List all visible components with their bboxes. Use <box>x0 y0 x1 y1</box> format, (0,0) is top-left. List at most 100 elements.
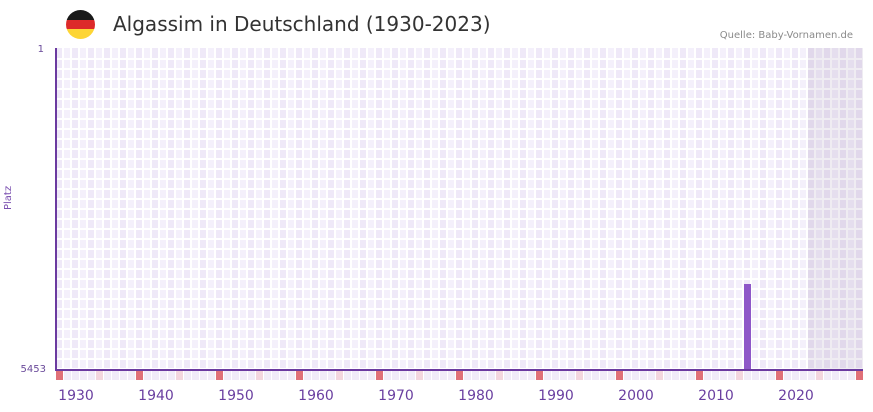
grid-row <box>56 258 863 260</box>
year-marker <box>136 371 143 380</box>
year-marker <box>240 371 247 380</box>
year-marker <box>256 371 263 380</box>
year-marker <box>856 371 863 380</box>
year-marker <box>432 371 439 380</box>
grid-row <box>56 128 863 130</box>
year-marker <box>624 371 631 380</box>
year-marker <box>784 371 791 380</box>
year-marker <box>360 371 367 380</box>
x-tick-label: 1960 <box>298 388 334 404</box>
x-tick-label: 1980 <box>458 388 494 404</box>
x-tick-label: 2000 <box>618 388 654 404</box>
year-marker <box>448 371 455 380</box>
year-marker <box>664 371 671 380</box>
year-marker <box>128 371 135 380</box>
data-bar[interactable] <box>744 284 751 370</box>
year-marker <box>376 371 383 380</box>
year-marker <box>88 371 95 380</box>
year-marker <box>672 371 679 380</box>
x-tick-label: 1970 <box>378 388 414 404</box>
grid-row <box>56 238 863 240</box>
year-marker <box>840 371 847 380</box>
grid-row <box>56 338 863 340</box>
year-marker <box>832 371 839 380</box>
shaded-region <box>808 48 863 370</box>
year-marker <box>392 371 399 380</box>
year-marker <box>424 371 431 380</box>
grid-row <box>56 298 863 300</box>
year-marker <box>576 371 583 380</box>
grid-row <box>56 138 863 140</box>
year-marker <box>320 371 327 380</box>
year-marker <box>464 371 471 380</box>
year-marker <box>368 371 375 380</box>
grid-row <box>56 58 863 60</box>
grid-row <box>56 218 863 220</box>
year-marker <box>264 371 271 380</box>
year-marker <box>104 371 111 380</box>
year-marker <box>56 371 63 380</box>
year-marker <box>296 371 303 380</box>
year-marker <box>208 371 215 380</box>
grid-row <box>56 168 863 170</box>
grid-row <box>56 68 863 70</box>
year-marker <box>616 371 623 380</box>
year-marker <box>304 371 311 380</box>
year-marker <box>216 371 223 380</box>
grid-row <box>56 178 863 180</box>
year-marker <box>688 371 695 380</box>
year-marker <box>72 371 79 380</box>
year-marker <box>640 371 647 380</box>
year-marker <box>160 371 167 380</box>
year-marker <box>472 371 479 380</box>
grid-row <box>56 148 863 150</box>
year-marker <box>416 371 423 380</box>
year-marker <box>280 371 287 380</box>
year-marker <box>848 371 855 380</box>
year-marker <box>568 371 575 380</box>
year-marker <box>512 371 519 380</box>
grid-row <box>56 198 863 200</box>
grid-row <box>56 78 863 80</box>
year-marker <box>528 371 535 380</box>
year-marker <box>488 371 495 380</box>
year-marker <box>592 371 599 380</box>
year-marker <box>736 371 743 380</box>
grid-row <box>56 268 863 270</box>
grid-row <box>56 108 863 110</box>
year-marker <box>704 371 711 380</box>
grid-row <box>56 188 863 190</box>
year-marker <box>344 371 351 380</box>
year-marker <box>288 371 295 380</box>
year-marker <box>648 371 655 380</box>
grid-row <box>56 348 863 350</box>
year-marker <box>712 371 719 380</box>
grid-row <box>56 208 863 210</box>
grid-row <box>56 248 863 250</box>
year-marker <box>680 371 687 380</box>
y-axis-label: Platz <box>3 185 14 210</box>
grid-row <box>56 288 863 290</box>
y-tick-top: 1 <box>37 44 44 55</box>
source-label: Quelle: Baby-Vornamen.de <box>719 30 853 41</box>
year-marker <box>520 371 527 380</box>
year-marker <box>312 371 319 380</box>
x-tick-label: 1930 <box>58 388 94 404</box>
year-marker <box>456 371 463 380</box>
year-marker <box>440 371 447 380</box>
x-tick-label: 1940 <box>138 388 174 404</box>
year-marker <box>328 371 335 380</box>
chart-title: Algassim in Deutschland (1930-2023) <box>113 12 491 36</box>
year-marker <box>600 371 607 380</box>
y-axis-line <box>55 48 57 371</box>
grid-row <box>56 118 863 120</box>
grid-row <box>56 308 863 310</box>
year-marker <box>192 371 199 380</box>
year-marker <box>232 371 239 380</box>
year-marker <box>200 371 207 380</box>
year-marker <box>504 371 511 380</box>
x-tick-label: 2020 <box>778 388 814 404</box>
year-marker <box>752 371 759 380</box>
year-marker <box>144 371 151 380</box>
year-marker <box>152 371 159 380</box>
